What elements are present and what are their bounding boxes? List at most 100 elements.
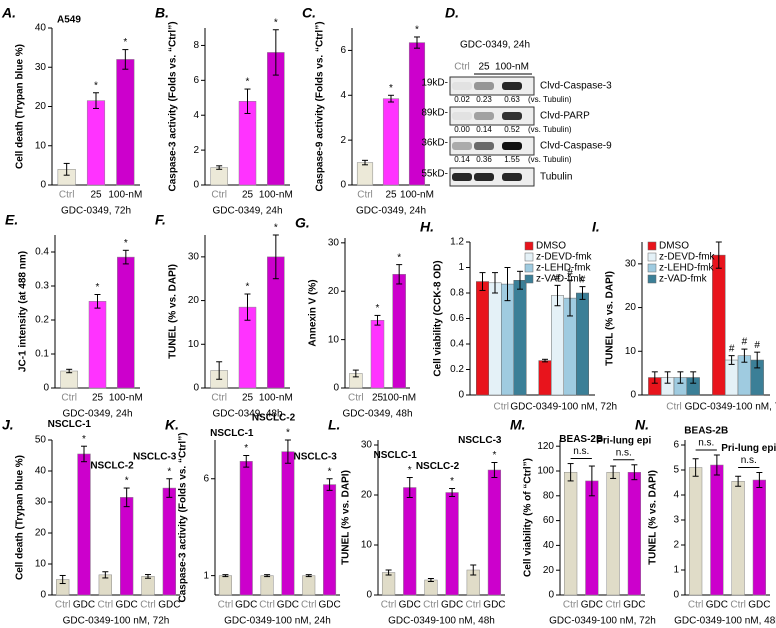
legend-label: z-LEHD-fmk [659, 263, 714, 274]
annotation: * [450, 476, 454, 487]
subtitle: A549 [57, 15, 81, 26]
x-tick-label: GDC [116, 600, 138, 611]
quant-note: (vs. Tubulin) [528, 155, 572, 164]
y-axis-label: TUNEL (% vs. DAPI) [341, 470, 352, 565]
y-tick-label: 10 [188, 339, 200, 350]
y-tick-label: 3 [673, 515, 679, 526]
y-tick-label: 1.2 [450, 237, 464, 248]
y-tick-label: 4 [673, 490, 679, 501]
x-tick-label: GDC [706, 600, 728, 611]
y-tick-label: 1 [673, 565, 679, 576]
annotation: * [246, 77, 250, 88]
x-tick-label: Ctrl [61, 393, 77, 404]
y-axis-label: TUNEL (% vs. DAPI) [168, 264, 179, 359]
blot-band [474, 82, 494, 90]
x-tick-label: Ctrl [688, 600, 704, 611]
bar [281, 451, 295, 596]
panel-label: C. [302, 5, 316, 21]
panel-label: J. [2, 417, 14, 433]
x-tick-label: GDC [441, 600, 463, 611]
x-tick-label: 25 [242, 393, 254, 404]
bar [551, 295, 564, 396]
annotation: * [376, 303, 380, 314]
x-tick-label: 100-nM [400, 190, 434, 201]
y-tick-label: 6 [203, 473, 209, 484]
x-tick-label: 100-nM [259, 393, 293, 404]
y-tick-label: 0 [458, 390, 464, 401]
x-tick-label: GDC [318, 600, 340, 611]
bar [513, 280, 527, 396]
band-quant: 0.14 [454, 155, 470, 164]
x-axis-label: GDC-0349-100 nM, 24h [224, 616, 331, 627]
y-tick-label: 4 [193, 110, 199, 121]
blot-band [452, 112, 472, 120]
group-label: NSCLC-2 [252, 413, 296, 424]
annotation: # [555, 273, 561, 284]
group-label: Pri-lung epi [596, 435, 651, 446]
bar [60, 370, 78, 389]
bar [710, 464, 724, 596]
annotation: * [123, 37, 127, 48]
x-axis-label: GDC-0349-100 nM, 48h [674, 616, 776, 627]
group-label: NSCLC-3 [458, 435, 502, 446]
annotation: * [246, 282, 250, 293]
annotation: # [567, 268, 573, 279]
x-axis-label: GDC-0349-100 nM, 48h [388, 616, 495, 627]
x-tick-label: Ctrl [259, 600, 275, 611]
y-tick-label: 6 [193, 75, 199, 86]
y-tick-label: 5 [673, 465, 679, 476]
band-size: 36kD- [421, 138, 448, 149]
bar [627, 471, 641, 596]
bar [538, 360, 552, 396]
y-tick-label: 0 [40, 590, 46, 601]
band-name: Clvd-Caspase-3 [540, 81, 612, 92]
y-tick-label: 2 [340, 135, 346, 146]
y-tick-label: 0 [43, 383, 49, 394]
bar [210, 167, 228, 186]
group-note: n.s. [573, 446, 589, 457]
y-tick-label: 0 [193, 383, 199, 394]
x-tick-label: 25 [90, 190, 102, 201]
legend-label: z-LEHD-fmk [536, 263, 591, 274]
legend-swatch [647, 241, 657, 251]
bar [356, 162, 374, 186]
y-tick-label: 1 [203, 570, 209, 581]
y-tick-label: 20 [625, 302, 637, 313]
y-tick-label: 0.2 [450, 364, 464, 375]
x-tick-label: GDC-0349-100 nM, 72h [510, 402, 617, 413]
y-axis-label: Cell viability (% of “Ctrl”) [523, 458, 534, 577]
x-tick-label: Ctrl [493, 402, 509, 413]
x-axis-label: GDC-0349, 24h [356, 206, 426, 217]
x-axis-label: GDC-0349-100 nM, 72h [549, 616, 656, 627]
group-label: NSCLC-2 [416, 461, 460, 472]
band-size: 89kD- [421, 108, 448, 119]
quant-note: (vs. Tubulin) [528, 125, 572, 134]
bar [445, 492, 459, 596]
legend-label: z-DEVD-fmk [536, 252, 593, 263]
bar [116, 59, 135, 186]
annotation: * [286, 428, 290, 439]
bar [487, 469, 502, 596]
y-tick-label: 40 [35, 23, 47, 34]
band-name: Tubulin [540, 172, 572, 183]
y-tick-label: 4 [340, 90, 346, 101]
lane-label: 100-nM [495, 62, 529, 73]
y-axis-label: JC-1 intensity (at 488 nm) [18, 251, 29, 372]
y-tick-label: 0.3 [35, 281, 49, 292]
bar [392, 274, 406, 389]
blot-frame [449, 76, 535, 96]
y-tick-label: 0.4 [35, 247, 49, 258]
annotation: # [580, 274, 586, 285]
panel-label: H. [420, 219, 434, 235]
bar [239, 461, 253, 596]
band-quant: 0.36 [476, 155, 492, 164]
panel-label: I. [592, 219, 600, 235]
x-tick-label: GDC [483, 600, 505, 611]
bar [752, 479, 766, 596]
blot-treatment: GDC-0349, 24h [460, 40, 530, 51]
x-tick-label: GDC [399, 600, 421, 611]
x-tick-label: 25 [372, 393, 384, 404]
bar [162, 487, 176, 596]
y-tick-label: 40 [35, 466, 47, 477]
